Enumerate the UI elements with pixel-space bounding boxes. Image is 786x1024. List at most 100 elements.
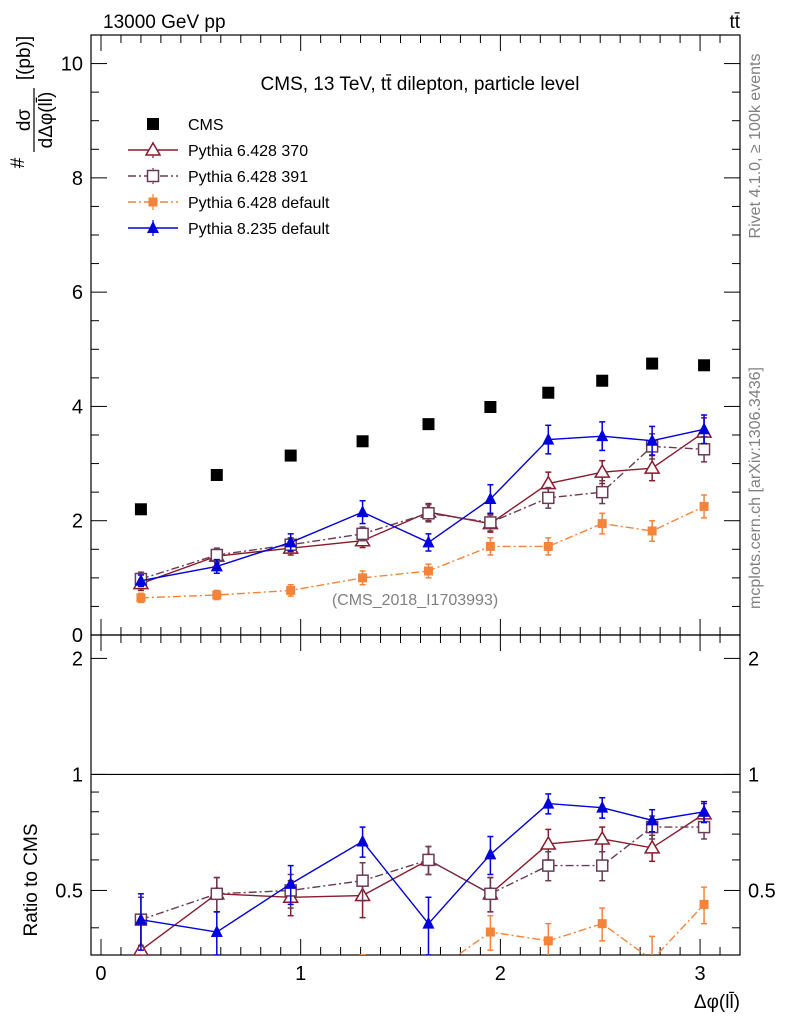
- ratio-pythia-6-428-default-point: [212, 1002, 221, 1011]
- cms-series: [134, 357, 711, 516]
- y-axis-denominator: dΔφ(ll̄): [36, 92, 57, 149]
- ratio-y-axis-label: Ratio to CMS: [21, 824, 42, 937]
- cms-point: [596, 374, 609, 387]
- ratio-pythia-6-428-370-point: [539, 835, 557, 850]
- pythia-8-235-default-point: [134, 573, 147, 586]
- ratio-pythia-6-428-default-point: [543, 936, 553, 946]
- ratio-pythia-8-235-default-point: [484, 847, 497, 860]
- pythia-8-235-default-point: [356, 505, 369, 518]
- ratio-pythia-8-235-default-point: [646, 813, 659, 826]
- pythia-6-428-391-series: [134, 433, 711, 587]
- x-tick-label: 3: [694, 963, 705, 985]
- ratio-pythia-6-428-391-series: [134, 815, 711, 947]
- y-tick-label: 2: [72, 511, 83, 533]
- pythia-6-428-default-point: [597, 519, 607, 529]
- x-tick-label: 0: [95, 963, 106, 985]
- pythia-6-428-default-point: [358, 573, 368, 583]
- pythia-8-235-default-line: [140, 428, 705, 582]
- ratio-y-tick-label: 0.5: [55, 880, 83, 902]
- ratio-y-tick-label: 1: [72, 764, 83, 786]
- y-tick-label: 10: [61, 54, 83, 76]
- pythia-6-428-370-point: [643, 459, 661, 474]
- pythia-6-428-370-point: [593, 463, 611, 478]
- ratio-pythia-6-428-default-point: [136, 977, 145, 986]
- pythia-6-428-391-point: [422, 507, 435, 520]
- ratio-pythia-8-235-default-point: [596, 800, 609, 813]
- ratio-pythia-6-428-default-point: [358, 971, 367, 980]
- legend-pythia-6-428-391-marker: [146, 169, 160, 183]
- legend-cms-marker: [147, 118, 159, 130]
- pythia-8-235-default-point: [210, 559, 223, 572]
- pythia-6-428-391-point: [356, 527, 369, 541]
- pythia-6-428-391-point: [484, 516, 497, 529]
- ratio-pythia-6-428-391-point: [484, 887, 497, 901]
- main-panel: 0 2 4 6 8 10: [61, 34, 741, 647]
- pythia-6-428-default-point: [136, 593, 146, 603]
- ratio-pythia-6-428-default-point: [699, 899, 709, 909]
- ratio-pythia-8-235-default-line: [140, 802, 705, 933]
- cms-point: [356, 435, 369, 448]
- y-tick-label: 8: [72, 168, 83, 190]
- ratio-pythia-8-235-default-point: [542, 796, 555, 809]
- pythia-6-428-391-point: [595, 485, 609, 499]
- header-left: 13000 GeV pp: [103, 12, 226, 33]
- cms-point: [210, 469, 223, 481]
- chart-title: CMS, 13 TeV, tt̄ dilepton, particle leve…: [261, 74, 580, 95]
- pythia-6-428-default-point: [543, 541, 553, 551]
- ratio-pythia-6-428-370-line: [140, 813, 705, 951]
- pythia-8-235-default-point: [646, 433, 659, 446]
- pythia-8-235-default-point: [284, 535, 297, 548]
- ratio-y-tick-label-right: 2: [748, 648, 759, 670]
- mcplots-label: mcplots.cern.ch [arXiv:1306.3436]: [747, 367, 764, 609]
- ratio-pythia-6-428-391-point: [595, 859, 609, 872]
- legend-pythia-6-428-370-marker: [144, 141, 162, 156]
- pythia-6-428-default-line: [140, 505, 705, 599]
- pythia-8-235-default-point: [542, 432, 555, 445]
- pythia-6-428-default-point: [212, 590, 222, 600]
- legend-pythia-6-428-370-label: Pythia 6.428 370: [188, 143, 308, 160]
- pythia-6-428-default-series: [136, 494, 709, 604]
- ratio-pythia-6-428-391-point: [210, 887, 224, 901]
- y-axis-unit: [(pb)]: [14, 36, 35, 80]
- pythia-8-235-default-series: [134, 414, 711, 588]
- ratio-pythia-6-428-default-point: [424, 971, 433, 980]
- cms-point: [646, 357, 659, 370]
- pythia-8-235-default-point: [698, 422, 711, 435]
- legend-pythia-6-428-default-marker: [148, 197, 158, 207]
- ratio-pythia-8-235-default-series: [134, 793, 711, 955]
- legend: CMS Pythia 6.428 370 Pythia 6.428 391 Pythi…: [128, 117, 330, 238]
- ratio-pythia-8-235-default-point: [284, 876, 297, 889]
- legend-pythia-6-428-default-label: Pythia 6.428 default: [188, 195, 330, 212]
- ratio-y-tick-label-right: 0.5: [748, 880, 776, 902]
- pythia-8-235-default-point: [484, 492, 497, 504]
- rivet-label: Rivet 4.1.0, ≥ 100k events: [747, 54, 764, 239]
- ratio-pythia-8-235-default-point: [210, 925, 223, 938]
- ratio-pythia-6-428-default-point: [485, 927, 495, 937]
- legend-pythia-8-235-default-marker: [147, 221, 159, 233]
- pythia-6-428-default-point: [485, 541, 495, 551]
- y-tick-label: 6: [72, 282, 83, 304]
- ratio-pythia-8-235-default-point: [134, 912, 147, 925]
- ratio-pythia-6-428-391-line: [140, 826, 705, 921]
- x-axis-label: Δφ(ll̄): [694, 992, 740, 1013]
- pythia-6-428-default-point: [647, 526, 657, 536]
- ratio-pythia-6-428-default-point: [286, 1002, 295, 1011]
- x-tick-label: 2: [495, 963, 506, 985]
- pythia-6-428-default-point: [699, 501, 709, 511]
- ratio-pythia-6-428-391-point: [542, 859, 555, 872]
- analysis-watermark: (CMS_2018_I1703993): [332, 592, 498, 609]
- cms-point: [284, 449, 297, 462]
- ratio-pythia-8-235-default-point: [356, 834, 369, 847]
- legend-pythia-6-428-391-label: Pythia 6.428 391: [188, 169, 308, 186]
- cms-point: [134, 503, 147, 516]
- pythia-8-235-default-point: [422, 535, 435, 548]
- pythia-6-428-391-point: [542, 491, 555, 505]
- pythia-6-428-default-point: [286, 585, 296, 595]
- cms-point: [698, 359, 711, 372]
- pythia-6-428-391-point: [697, 443, 711, 456]
- ratio-pythia-6-428-default-series: [136, 886, 709, 1011]
- ratio-pythia-6-428-default-point: [597, 919, 607, 929]
- x-tick-label: 1: [295, 963, 306, 985]
- ratio-y-tick-label: 2: [72, 648, 83, 670]
